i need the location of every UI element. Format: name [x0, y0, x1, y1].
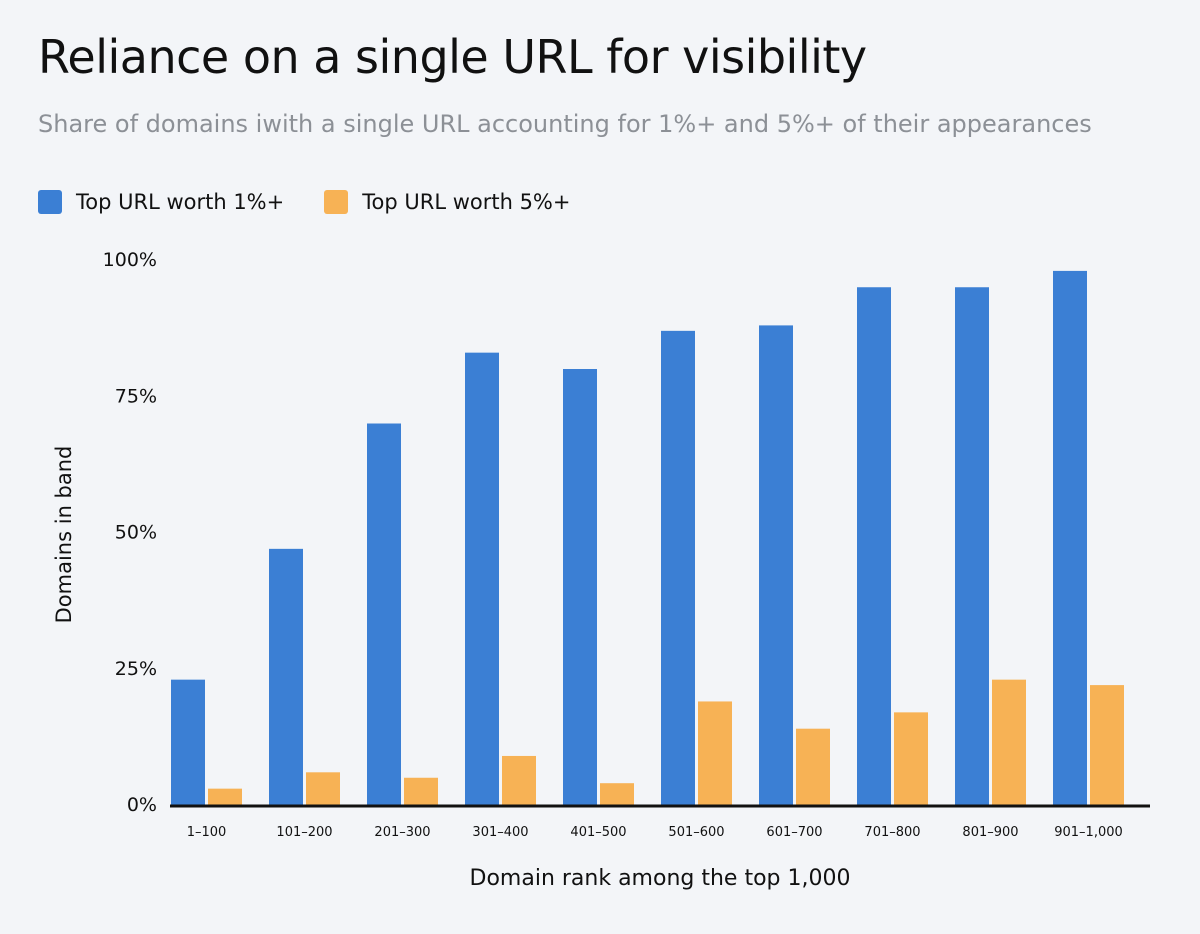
bar-1pct	[661, 330, 695, 805]
x-tick-label: 801–900	[962, 825, 1018, 840]
bar-1pct	[955, 287, 989, 805]
legend-swatch-5pct	[324, 190, 349, 214]
bar-1pct	[367, 423, 401, 805]
y-tick-label: 100%	[103, 249, 157, 271]
x-tick-label: 601–700	[766, 825, 822, 840]
x-tick-label: 501–600	[668, 825, 724, 840]
x-tick-label: 301–400	[472, 825, 528, 840]
y-tick-label: 0%	[127, 794, 157, 816]
y-tick-label: 50%	[115, 522, 157, 544]
chart-subtitle: Share of domains iwith a single URL acco…	[38, 110, 1092, 138]
x-axis-label: Domain rank among the top 1,000	[470, 866, 851, 891]
bar-1pct	[563, 369, 597, 805]
x-tick-label: 701–800	[864, 825, 920, 840]
x-tick-label: 401–500	[570, 825, 626, 840]
bar-5pct	[698, 701, 732, 805]
legend-swatch-1pct	[38, 190, 62, 214]
bar-1pct	[171, 679, 205, 805]
bar-5pct	[502, 755, 536, 805]
bar-5pct	[600, 783, 634, 805]
x-tick-label: 901–1,000	[1054, 825, 1123, 840]
x-tick-label: 1–100	[187, 825, 227, 840]
legend-label-5pct: Top URL worth 5%+	[362, 190, 571, 214]
y-tick-label: 25%	[115, 658, 157, 680]
bar-1pct	[1053, 270, 1087, 805]
bar-5pct	[796, 728, 830, 805]
bar-5pct	[208, 788, 242, 805]
y-axis-label: Domains in band	[52, 446, 76, 624]
legend: Top URL worth 1%+ Top URL worth 5%+	[38, 190, 571, 214]
bar-1pct	[269, 548, 303, 805]
legend-label-1pct: Top URL worth 1%+	[76, 190, 285, 214]
bar-5pct	[894, 712, 928, 805]
x-tick-label: 201–300	[374, 825, 430, 840]
bar-5pct	[404, 777, 438, 805]
x-tick-label: 101–200	[276, 825, 332, 840]
bar-5pct	[992, 679, 1026, 805]
y-tick-label: 75%	[115, 385, 157, 407]
bar-1pct	[759, 325, 793, 805]
bar-1pct	[465, 352, 499, 805]
bar-1pct	[857, 287, 891, 805]
chart-title: Reliance on a single URL for visibility	[38, 30, 867, 84]
legend-item-1pct: Top URL worth 1%+	[38, 190, 284, 214]
legend-item-5pct: Top URL worth 5%+	[324, 190, 571, 214]
bar-5pct	[306, 772, 340, 805]
bar-5pct	[1090, 685, 1124, 805]
